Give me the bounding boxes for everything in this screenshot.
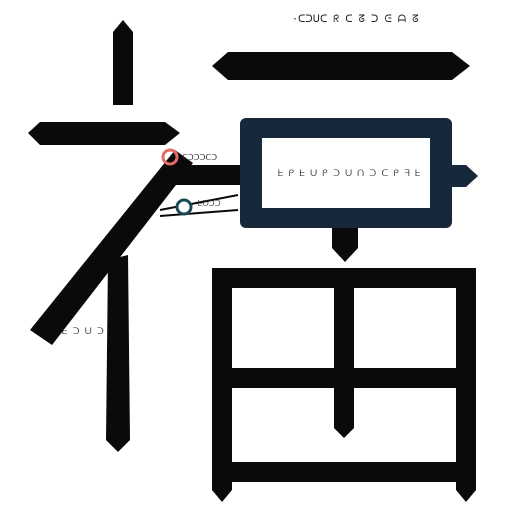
field-bottom-bar: [212, 462, 474, 482]
teal-node-icon: [175, 198, 193, 216]
teal-tag-text: ᖶᑌᑐᑐ: [198, 199, 221, 208]
field-center-post: [334, 268, 354, 438]
field-cell-3: [232, 388, 334, 462]
left-tag-text: ᖶ ᑐ ᑌ ᑐ: [62, 327, 104, 337]
left-top-tick: [113, 20, 133, 105]
mouth-panel-inner: [262, 138, 430, 208]
panel-bottom-arrow: [332, 228, 358, 262]
red-tag-text: ᑕᑐᑐᑐᑕᑐ: [182, 153, 217, 162]
wire-lower: [159, 209, 239, 217]
red-node-icon: [161, 148, 179, 166]
panel-text: ᖶ ᑭ ᖶ ᑌ ᑭ ᑐ ᑌ ᑎ ᑐ ᑕ ᑭ ᖷ ᖶ: [278, 169, 420, 179]
left-connector-bar: [175, 165, 245, 185]
field-right-post: [456, 268, 476, 502]
field-cell-4: [354, 388, 456, 462]
left-horizontal-bar: [28, 122, 180, 145]
field-left-post: [212, 268, 232, 502]
left-vertical-stem: [106, 255, 130, 452]
field-gap: [334, 438, 354, 462]
right-top-bar: [212, 52, 470, 80]
left-diagonal-stroke: [30, 150, 193, 345]
field-cell-1: [232, 288, 334, 368]
panel-right-arrow: [452, 165, 478, 187]
top-caption: ·ᑕᑐᑌᑕ ᖇ ᑕ ᘔ ᑐ ᕮ ᗩ ᘔ: [292, 14, 419, 25]
field-cell-2: [354, 288, 456, 368]
wire-upper: [159, 194, 239, 211]
